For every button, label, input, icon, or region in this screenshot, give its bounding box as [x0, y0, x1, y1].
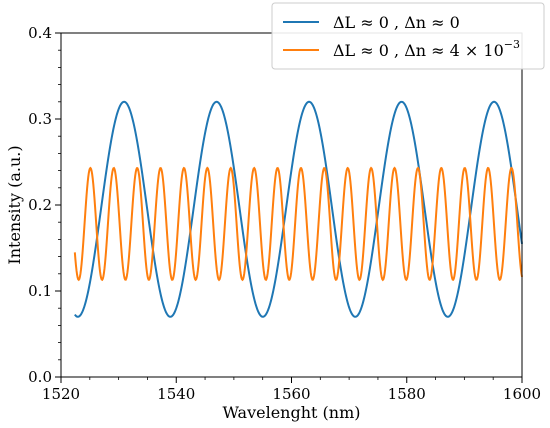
x-tick-label: 1580	[388, 385, 426, 403]
legend-label-series-2-text: ΔL ≈ 0 , Δn ≈ 4 × 10	[333, 41, 504, 60]
y-tick-label: 0.4	[28, 24, 52, 42]
legend-label-series-2: ΔL ≈ 0 , Δn ≈ 4 × 10−3	[333, 38, 520, 60]
x-tick-label: 1520	[42, 385, 80, 403]
legend: ΔL ≈ 0 , Δn ≈ 0 ΔL ≈ 0 , Δn ≈ 4 × 10−3	[271, 2, 545, 70]
y-tick-label: 0.0	[28, 368, 52, 386]
series-layer	[73, 100, 523, 318]
y-tick-label: 0.1	[28, 282, 52, 300]
legend-box	[271, 2, 545, 70]
series-line-2	[73, 166, 523, 282]
x-tick-label: 1600	[503, 385, 541, 403]
legend-label-series-1: ΔL ≈ 0 , Δn ≈ 0	[333, 13, 460, 32]
y-tick-label: 0.2	[28, 196, 52, 214]
legend-label-series-2-exponent: −3	[504, 38, 520, 51]
x-tick-label: 1560	[272, 385, 310, 403]
y-axis-ticks: 0.0 0.1 0.2 0.3 0.4	[28, 24, 61, 386]
y-tick-label: 0.3	[28, 110, 52, 128]
x-axis-ticks: 1520 1540 1560 1580 1600	[42, 377, 541, 403]
series-line-1	[74, 100, 523, 318]
x-axis-title: Wavelenght (nm)	[222, 403, 360, 422]
y-axis-title: Intensity (a.u.)	[5, 145, 24, 264]
x-tick-label: 1540	[157, 385, 195, 403]
